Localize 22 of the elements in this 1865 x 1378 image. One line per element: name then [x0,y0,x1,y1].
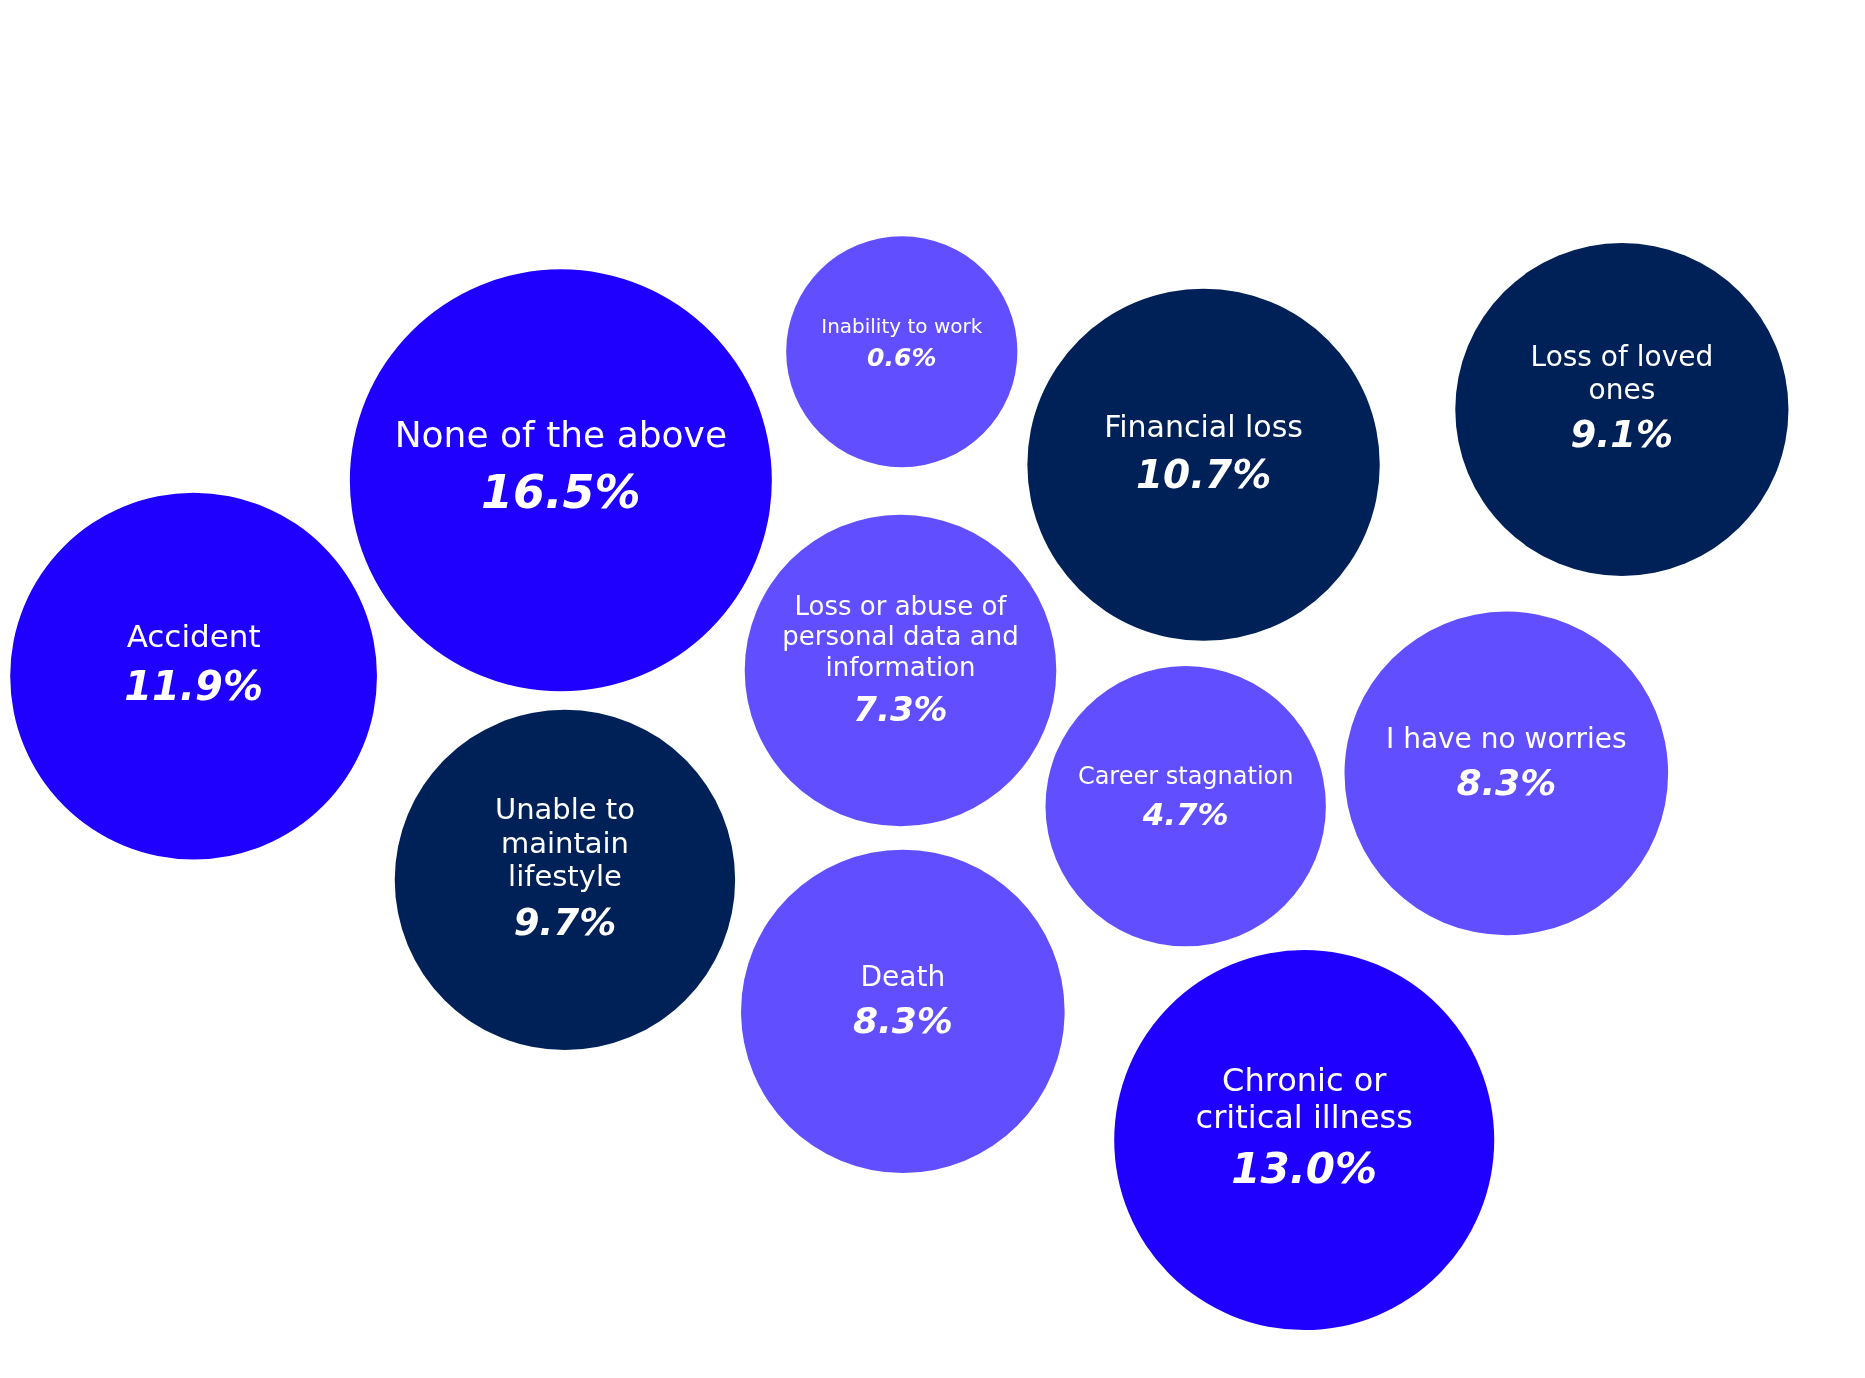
category-label: Loss or abuse of personal data and information [782,590,1019,682]
category-label: Career stagnation [1077,761,1294,790]
data-label: 9.7% [513,900,617,944]
category-label: Inability to work [821,314,983,339]
data-label: 7.3% [853,689,948,730]
category-label: Loss of loved ones [1530,340,1714,406]
data-label: 11.9% [124,662,263,709]
data-label: 8.3% [1456,761,1557,803]
data-label: 0.6% [867,343,937,373]
category-label: I have no worries [1385,721,1627,755]
data-label: 9.1% [1570,413,1674,457]
category-label: Chronic or critical illness [1195,1060,1413,1137]
category-label: None of the above [394,413,728,455]
data-label: 4.7% [1141,795,1229,832]
category-label: Financial loss [1104,408,1303,444]
data-label: 8.3% [852,999,953,1041]
category-label: Accident [126,617,261,654]
data-label: 10.7% [1135,451,1272,497]
category-label: Unable to maintain lifestyle [494,792,635,893]
category-label: Death [860,959,946,993]
data-label: 13.0% [1231,1144,1378,1194]
data-label: 16.5% [481,464,641,519]
